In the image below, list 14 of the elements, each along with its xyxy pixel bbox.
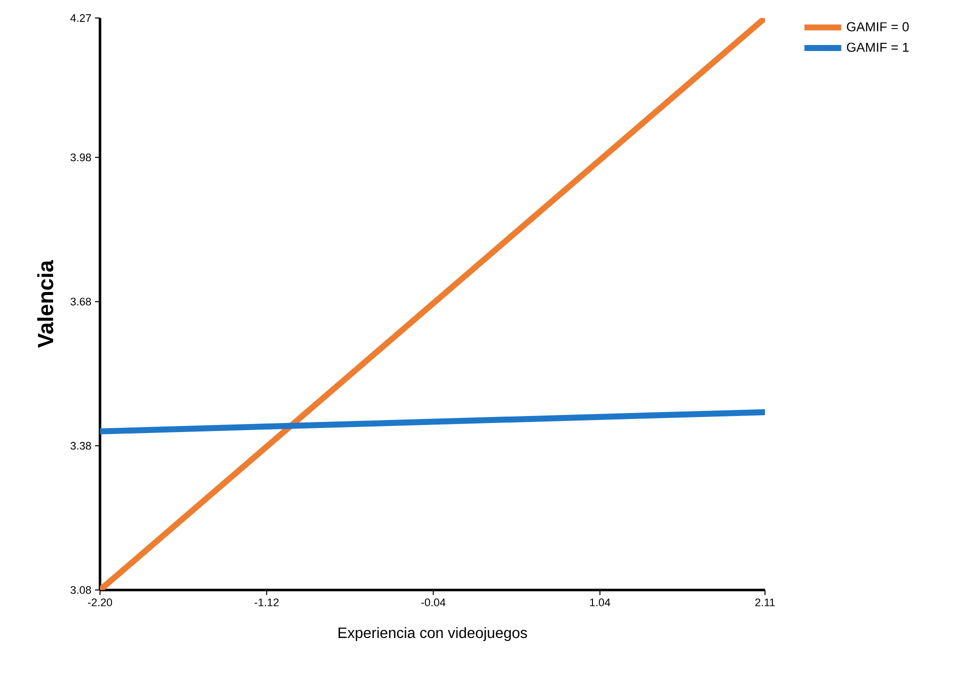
y-axis-title: Valencia bbox=[37, 260, 54, 348]
y-tick-label: 3.08 bbox=[70, 586, 91, 594]
y-tick-label: 3.68 bbox=[70, 298, 91, 306]
y-tick-label: 4.27 bbox=[70, 14, 91, 22]
y-tick-label: 3.38 bbox=[70, 442, 91, 450]
x-tick-label: -0.04 bbox=[421, 598, 446, 606]
x-tick-label: 1.04 bbox=[590, 598, 610, 606]
x-tick-label: -1.12 bbox=[254, 598, 279, 606]
legend-label: GAMIF = 1 bbox=[846, 42, 909, 52]
y-tick-label: 3.98 bbox=[70, 154, 91, 162]
x-tick-label: 2.11 bbox=[755, 598, 775, 606]
x-tick-label: -2.20 bbox=[88, 598, 112, 606]
x-axis-title: Experiencia con videojuegos bbox=[338, 627, 528, 642]
legend-label: GAMIF = 0 bbox=[846, 22, 909, 32]
